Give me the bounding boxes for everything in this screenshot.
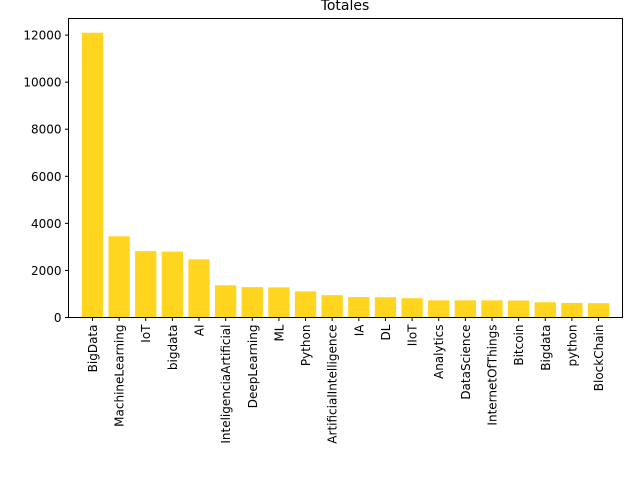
plot-frame: [68, 18, 623, 318]
bar-ML: [268, 287, 290, 318]
x-tick-label: bigdata: [166, 325, 180, 371]
x-tick-label: DataScience: [459, 325, 473, 400]
x-tick-label: InteligenciaArtificial: [219, 325, 233, 444]
bar-BigData: [81, 32, 104, 318]
y-axis: 0 2000 4000 6000 8000 10000 12000: [23, 29, 69, 325]
x-tick-label: InternetOfThings: [485, 324, 499, 425]
x-tick-label: BigData: [86, 325, 100, 373]
x-tick-label: Python: [299, 325, 313, 367]
x-tick-label: Bitcoin: [512, 325, 526, 366]
bar-IoT: [135, 251, 157, 318]
bar-Bitcoin: [507, 300, 530, 318]
bar-Python: [294, 291, 317, 318]
bar-InteligenciaArtificial: [214, 285, 237, 318]
bar-InternetOfThings: [481, 300, 503, 318]
x-tick-label: MachineLearning: [113, 325, 127, 427]
x-tick-label: IA: [352, 324, 366, 337]
bar-python: [561, 302, 583, 318]
x-tick-label: IoT: [139, 324, 153, 343]
x-tick-label: ArtificialIntelligence: [326, 325, 340, 444]
y-tick-label: 12000: [23, 29, 61, 43]
bar-ArtificialIntelligence: [321, 295, 343, 318]
bar-DeepLearning: [241, 287, 263, 318]
x-tick-label: Analytics: [432, 325, 446, 380]
x-tick-label: DeepLearning: [246, 325, 260, 409]
x-tick-label: AI: [193, 325, 207, 337]
bar-bigdata: [161, 251, 184, 318]
x-tick-label: BlockChain: [592, 325, 606, 392]
bar-DataScience: [454, 300, 477, 318]
x-axis: BigData MachineLearning IoT bigdata AI Inteli…: [86, 317, 606, 444]
chart-title: Totales: [320, 0, 370, 14]
bars-group: [81, 32, 610, 318]
bar-IIoT: [401, 298, 423, 318]
y-tick-label: 2000: [31, 264, 62, 278]
bar-Bigdata: [534, 302, 556, 318]
y-tick-label: 4000: [31, 217, 62, 231]
bar-IA: [348, 297, 370, 318]
x-tick-label: DL: [379, 324, 393, 340]
x-tick-label: ML: [272, 324, 286, 341]
bar-DL: [374, 297, 397, 318]
x-tick-label: Bigdata: [539, 325, 553, 371]
y-tick-label: 10000: [23, 76, 61, 90]
bar-MachineLearning: [108, 236, 130, 318]
bar-Analytics: [428, 300, 450, 318]
bar-AI: [188, 259, 210, 318]
bar-BlockChain: [587, 303, 610, 318]
x-tick-label: IIoT: [406, 324, 420, 346]
y-tick-label: 6000: [31, 170, 62, 184]
y-tick-label: 8000: [31, 123, 62, 137]
x-tick-label: python: [565, 325, 579, 367]
y-tick-label: 0: [54, 311, 62, 325]
